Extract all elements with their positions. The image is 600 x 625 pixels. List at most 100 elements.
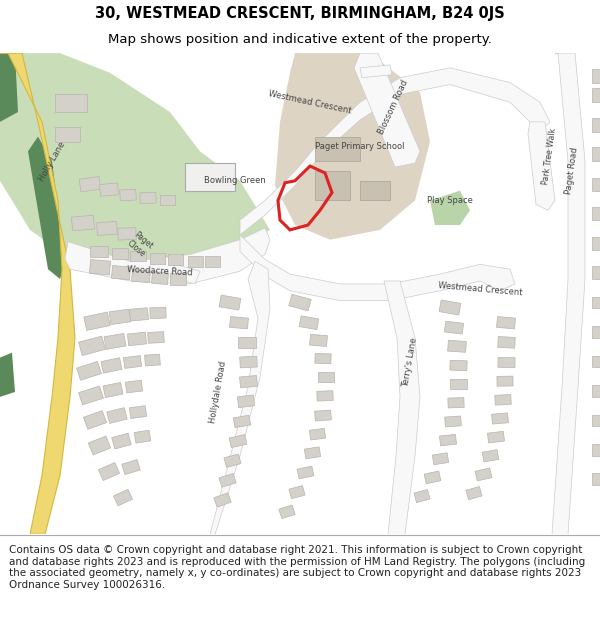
Bar bbox=[127, 332, 146, 346]
Polygon shape bbox=[0, 53, 75, 534]
Polygon shape bbox=[528, 122, 555, 210]
Bar bbox=[592, 237, 600, 249]
Bar bbox=[131, 269, 151, 282]
Bar bbox=[592, 178, 600, 191]
Bar bbox=[289, 294, 311, 311]
Bar bbox=[495, 394, 511, 405]
Bar bbox=[130, 251, 146, 261]
Bar bbox=[592, 266, 600, 279]
Bar bbox=[90, 246, 108, 258]
Bar bbox=[466, 486, 482, 500]
Bar bbox=[103, 382, 123, 398]
Bar bbox=[160, 194, 175, 206]
Bar bbox=[120, 189, 136, 201]
Bar bbox=[592, 148, 600, 161]
Bar bbox=[150, 254, 165, 264]
Bar bbox=[497, 376, 513, 386]
Polygon shape bbox=[354, 53, 420, 167]
Bar bbox=[445, 321, 464, 334]
Bar bbox=[491, 413, 508, 424]
Text: Westmead Crescent: Westmead Crescent bbox=[437, 281, 523, 297]
Bar bbox=[592, 385, 600, 397]
Bar bbox=[592, 474, 600, 485]
Bar bbox=[317, 391, 333, 401]
Bar bbox=[219, 474, 236, 488]
Bar bbox=[118, 228, 136, 240]
Bar bbox=[240, 356, 257, 368]
Polygon shape bbox=[360, 65, 392, 78]
Bar bbox=[592, 414, 600, 426]
Bar bbox=[498, 357, 515, 367]
Bar bbox=[79, 176, 101, 192]
Bar bbox=[130, 406, 146, 419]
Bar bbox=[101, 357, 122, 373]
Bar bbox=[229, 434, 247, 447]
Bar bbox=[448, 340, 466, 352]
Text: Woodacre Road: Woodacre Road bbox=[127, 265, 193, 278]
Polygon shape bbox=[240, 68, 550, 235]
Polygon shape bbox=[28, 137, 65, 279]
Bar bbox=[592, 356, 600, 367]
Polygon shape bbox=[240, 235, 515, 301]
Bar bbox=[592, 69, 600, 82]
Text: Hollydale Road: Hollydale Road bbox=[208, 360, 228, 424]
Text: Holly Lane: Holly Lane bbox=[37, 140, 67, 182]
Text: Bowling Green: Bowling Green bbox=[204, 176, 266, 185]
Bar bbox=[592, 326, 600, 338]
Bar bbox=[497, 317, 515, 329]
Bar bbox=[89, 259, 110, 275]
Bar bbox=[592, 297, 600, 309]
Bar bbox=[77, 361, 101, 380]
Bar bbox=[297, 466, 314, 479]
Bar bbox=[475, 468, 492, 481]
Bar bbox=[310, 428, 326, 440]
Text: Contains OS data © Crown copyright and database right 2021. This information is : Contains OS data © Crown copyright and d… bbox=[9, 545, 585, 590]
Bar bbox=[112, 433, 131, 449]
Bar bbox=[592, 208, 600, 220]
Bar bbox=[124, 356, 142, 368]
Text: Paget
Close: Paget Close bbox=[125, 230, 155, 259]
Bar bbox=[107, 408, 127, 423]
Bar bbox=[83, 411, 107, 429]
Polygon shape bbox=[170, 264, 200, 284]
Bar bbox=[150, 308, 166, 319]
Text: Map shows position and indicative extent of the property.: Map shows position and indicative extent… bbox=[108, 33, 492, 46]
Bar bbox=[109, 309, 131, 324]
Text: Blossom Road: Blossom Road bbox=[376, 79, 410, 136]
Bar bbox=[482, 450, 499, 462]
Bar bbox=[97, 221, 118, 236]
Text: Westmead Crescent: Westmead Crescent bbox=[268, 89, 352, 116]
Text: Terry's Lane: Terry's Lane bbox=[401, 337, 419, 388]
Bar bbox=[55, 94, 87, 112]
Polygon shape bbox=[384, 281, 420, 534]
Bar bbox=[487, 431, 505, 443]
Bar bbox=[219, 295, 241, 310]
Bar bbox=[188, 256, 203, 268]
Polygon shape bbox=[0, 53, 270, 279]
Polygon shape bbox=[0, 352, 15, 397]
Polygon shape bbox=[552, 53, 585, 534]
Bar bbox=[148, 332, 164, 343]
Text: Paget Road: Paget Road bbox=[564, 147, 580, 195]
Bar bbox=[112, 266, 131, 280]
Bar bbox=[168, 254, 183, 265]
Bar bbox=[113, 489, 133, 506]
Bar bbox=[315, 137, 360, 161]
Text: Play Space: Play Space bbox=[427, 196, 473, 205]
Bar bbox=[448, 398, 464, 408]
Bar bbox=[315, 171, 350, 201]
Bar bbox=[100, 183, 118, 196]
Bar bbox=[318, 372, 334, 382]
Bar bbox=[88, 436, 111, 455]
Bar bbox=[205, 256, 220, 268]
Bar bbox=[140, 192, 156, 204]
Bar bbox=[130, 308, 148, 321]
Polygon shape bbox=[275, 53, 430, 240]
Bar bbox=[279, 505, 295, 519]
Bar bbox=[289, 486, 305, 499]
Bar bbox=[125, 380, 143, 393]
Bar bbox=[238, 395, 254, 408]
Bar bbox=[84, 312, 110, 331]
Bar bbox=[315, 353, 331, 364]
Bar bbox=[55, 127, 80, 141]
